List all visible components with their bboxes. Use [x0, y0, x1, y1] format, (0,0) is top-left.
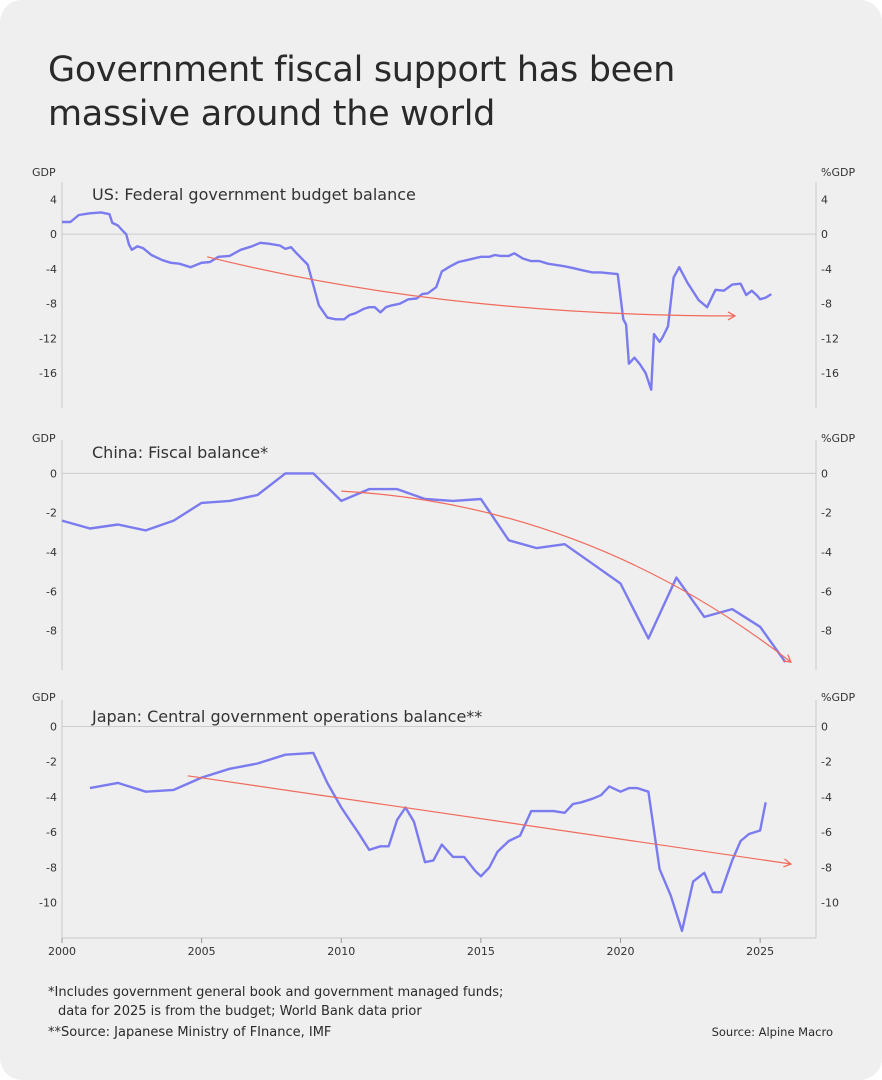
- x-tick-label: 2000: [48, 945, 76, 958]
- footnote-japan-source: **Source: Japanese Ministry of FInance, …: [48, 1025, 332, 1040]
- y-tick-label-left: -2: [46, 756, 57, 769]
- y-tick-label-left: -8: [46, 861, 57, 874]
- y-tick-label-left: -8: [46, 625, 57, 638]
- y-tick-label-left: -4: [46, 263, 57, 276]
- y-tick-label-left: 4: [50, 193, 57, 206]
- trend-arrow: [341, 490, 792, 663]
- y-tick-label-right: -8: [821, 625, 832, 638]
- chart-panel-us: GDP %GDP 4 4 0 0 -4 -4 -8 -8 -12 -12 -16 -16 US: Feder…: [32, 166, 855, 408]
- y-tick-label-right: -4: [821, 546, 832, 559]
- y-tick-label-left: -6: [46, 826, 57, 839]
- x-tick-label: 2005: [188, 945, 216, 958]
- title-line-2: massive around the world: [48, 94, 496, 134]
- panel-title: US: Federal government budget balance: [92, 185, 416, 204]
- left-axis-unit-label: GDP: [32, 432, 56, 445]
- y-tick-label-left: 0: [50, 228, 57, 241]
- y-tick-label-right: -10: [821, 897, 839, 910]
- y-tick-label-left: -6: [46, 585, 57, 598]
- title-line-1: Government fiscal support has been: [48, 50, 675, 90]
- y-tick-label-left: -12: [39, 332, 57, 345]
- y-tick-label-right: -8: [821, 861, 832, 874]
- left-axis-unit-label: GDP: [32, 691, 56, 704]
- trend-arrow: [187, 775, 793, 868]
- right-axis-unit-label: %GDP: [821, 691, 855, 704]
- y-tick-label-right: -6: [821, 826, 832, 839]
- panel-title: Japan: Central government operations bal…: [91, 707, 482, 726]
- y-tick-label-right: -2: [821, 756, 832, 769]
- y-tick-label-right: -6: [821, 585, 832, 598]
- x-tick-label: 2025: [746, 945, 774, 958]
- y-tick-label-right: -4: [821, 791, 832, 804]
- y-tick-label-right: 4: [821, 193, 828, 206]
- y-tick-label-right: 0: [821, 467, 828, 480]
- y-tick-label-left: -8: [46, 298, 57, 311]
- series-line: [62, 211, 772, 391]
- page-title: Government fiscal support has been massi…: [48, 48, 828, 136]
- source-credit: Source: Alpine Macro: [711, 1025, 833, 1039]
- panel-title: China: Fiscal balance*: [92, 443, 268, 462]
- y-tick-label-left: -2: [46, 507, 57, 520]
- y-tick-label-left: -10: [39, 897, 57, 910]
- footnote-line-2: data for 2025 is from the budget; World …: [58, 1004, 422, 1019]
- y-tick-label-left: -4: [46, 546, 57, 559]
- right-axis-unit-label: %GDP: [821, 432, 855, 445]
- trend-arrow: [207, 256, 737, 321]
- right-axis-unit-label: %GDP: [821, 166, 855, 179]
- y-tick-label-left: 0: [50, 720, 57, 733]
- y-tick-label-right: 0: [821, 228, 828, 241]
- y-tick-label-left: -4: [46, 791, 57, 804]
- footnote-line-1: *Includes government general book and go…: [48, 985, 504, 1000]
- left-axis-unit-label: GDP: [32, 166, 56, 179]
- y-tick-label-right: 0: [821, 720, 828, 733]
- x-tick-label: 2020: [607, 945, 635, 958]
- chart-panel-china: GDP %GDP 0 0 -2 -2 -4 -4 -6 -6 -8 -8 China: Fiscal b…: [32, 432, 855, 670]
- series-line: [89, 751, 767, 933]
- y-tick-label-right: -8: [821, 298, 832, 311]
- chart-panel-japan: GDP %GDP 0 0 -2 -2 -4 -4 -6 -6 -8 -8 -10 -10 Japan: Ce…: [32, 691, 855, 958]
- series-line: [61, 472, 787, 663]
- footnote-general: *Includes government general book and go…: [48, 983, 608, 1021]
- y-tick-label-right: -4: [821, 263, 832, 276]
- y-tick-label-left: -16: [39, 367, 57, 380]
- y-tick-label-right: -16: [821, 367, 839, 380]
- y-tick-label-right: -12: [821, 332, 839, 345]
- y-tick-label-right: -2: [821, 507, 832, 520]
- x-tick-label: 2015: [467, 945, 495, 958]
- x-tick-label: 2010: [327, 945, 355, 958]
- y-tick-label-left: 0: [50, 467, 57, 480]
